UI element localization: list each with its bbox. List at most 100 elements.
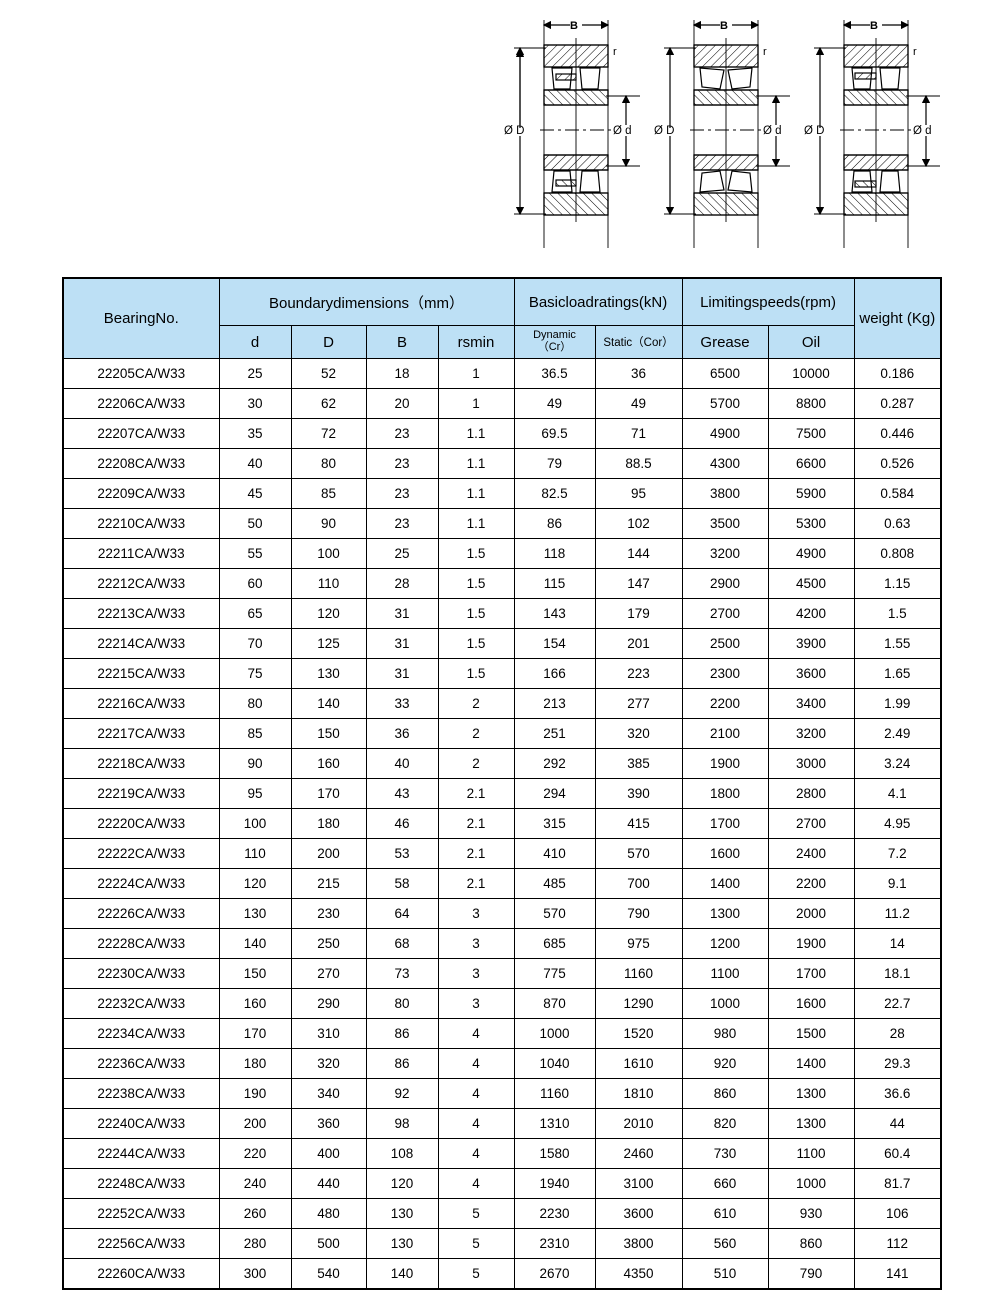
cell-dynamic_cr: 2230 <box>513 1198 596 1229</box>
dim-label-bore-diameter: Ø d <box>613 125 632 137</box>
cell-D: 500 <box>290 1228 367 1259</box>
header-limiting-speeds: Limitingspeeds(rpm) <box>681 277 855 326</box>
cell-D: 85 <box>290 478 367 509</box>
cell-rsmin: 5 <box>437 1228 515 1259</box>
cell-d: 220 <box>218 1138 292 1169</box>
cell-grease: 610 <box>681 1198 769 1229</box>
cell-bearing_no: 22236CA/W33 <box>62 1048 220 1079</box>
cell-weight: 29.3 <box>853 1048 942 1079</box>
table-row: 22217CA/W33 85 150 36 2 251 320 2100 3200 2.49 <box>62 718 942 749</box>
cell-static_cor: 1810 <box>594 1078 683 1109</box>
cell-dynamic_cr: 294 <box>513 778 596 809</box>
cell-d: 70 <box>218 628 292 659</box>
header-rsmin: rsmin <box>437 325 515 359</box>
cell-static_cor: 2460 <box>594 1138 683 1169</box>
cell-D: 320 <box>290 1048 367 1079</box>
cell-oil: 3000 <box>767 748 855 779</box>
cell-rsmin: 4 <box>437 1018 515 1049</box>
cell-bearing_no: 22207CA/W33 <box>62 418 220 449</box>
cell-static_cor: 36 <box>594 358 683 389</box>
cell-d: 170 <box>218 1018 292 1049</box>
cell-bearing_no: 22215CA/W33 <box>62 658 220 689</box>
header-bearing-no: BearingNo. <box>62 277 220 359</box>
cell-weight: 1.65 <box>853 658 942 689</box>
cell-grease: 1900 <box>681 748 769 779</box>
table-row: 22232CA/W33 160 290 80 3 870 1290 1000 1600 22.7 <box>62 988 942 1019</box>
table-row: 22214CA/W33 70 125 31 1.5 154 201 2500 3900 1.55 <box>62 628 942 659</box>
table-row: 22219CA/W33 95 170 43 2.1 294 390 1800 2800 4.1 <box>62 778 942 809</box>
cell-static_cor: 1160 <box>594 958 683 989</box>
cell-D: 100 <box>290 538 367 569</box>
cell-dynamic_cr: 870 <box>513 988 596 1019</box>
cell-oil: 790 <box>767 1258 855 1290</box>
cell-grease: 2500 <box>681 628 769 659</box>
cell-bearing_no: 22256CA/W33 <box>62 1228 220 1259</box>
cell-dynamic_cr: 69.5 <box>513 418 596 449</box>
cell-B: 68 <box>365 928 439 959</box>
header-dynamic-line2: （Cr） <box>537 341 572 353</box>
cell-bearing_no: 22228CA/W33 <box>62 928 220 959</box>
cell-rsmin: 1.5 <box>437 538 515 569</box>
cell-dynamic_cr: 118 <box>513 538 596 569</box>
cell-rsmin: 1.5 <box>437 598 515 629</box>
cell-B: 36 <box>365 718 439 749</box>
dim-label-r: r <box>613 46 617 58</box>
cell-dynamic_cr: 1040 <box>513 1048 596 1079</box>
cell-rsmin: 1.5 <box>437 658 515 689</box>
dim-label-outer-diameter: Ø D <box>504 125 524 137</box>
cell-D: 215 <box>290 868 367 899</box>
table-body: 22205CA/W33 25 52 18 1 36.5 36 6500 10000 0.186 22… <box>62 358 942 1290</box>
cell-bearing_no: 22224CA/W33 <box>62 868 220 899</box>
cell-rsmin: 2.1 <box>437 808 515 839</box>
cell-weight: 9.1 <box>853 868 942 899</box>
cell-bearing_no: 22211CA/W33 <box>62 538 220 569</box>
cell-oil: 6600 <box>767 448 855 479</box>
cell-weight: 1.15 <box>853 568 942 599</box>
cell-rsmin: 3 <box>437 958 515 989</box>
cell-grease: 5700 <box>681 388 769 419</box>
cell-B: 140 <box>365 1258 439 1290</box>
header-row-groups: BearingNo. Boundarydimensions（mm） Basicl… <box>62 277 942 359</box>
cell-bearing_no: 22213CA/W33 <box>62 598 220 629</box>
cell-weight: 4.95 <box>853 808 942 839</box>
cell-dynamic_cr: 86 <box>513 508 596 539</box>
cell-oil: 2000 <box>767 898 855 929</box>
bearing-figure-svg-3: B r Ø D Ø d <box>804 20 940 248</box>
cell-D: 90 <box>290 508 367 539</box>
cell-oil: 8800 <box>767 388 855 419</box>
cell-grease: 1400 <box>681 868 769 899</box>
cell-grease: 2300 <box>681 658 769 689</box>
cell-dynamic_cr: 143 <box>513 598 596 629</box>
cell-d: 45 <box>218 478 292 509</box>
cell-B: 28 <box>365 568 439 599</box>
cell-weight: 28 <box>853 1018 942 1049</box>
cell-d: 240 <box>218 1168 292 1199</box>
cell-static_cor: 415 <box>594 808 683 839</box>
cell-static_cor: 4350 <box>594 1258 683 1290</box>
cell-static_cor: 179 <box>594 598 683 629</box>
cell-oil: 4900 <box>767 538 855 569</box>
cell-dynamic_cr: 82.5 <box>513 478 596 509</box>
cell-rsmin: 2 <box>437 718 515 749</box>
table-row: 22228CA/W33 140 250 68 3 685 975 1200 1900 14 <box>62 928 942 959</box>
cell-grease: 1300 <box>681 898 769 929</box>
cell-weight: 4.1 <box>853 778 942 809</box>
cell-oil: 1100 <box>767 1138 855 1169</box>
bearing-diagram-1: B r Ø D Ø d <box>500 0 665 262</box>
cell-static_cor: 277 <box>594 688 683 719</box>
cell-oil: 930 <box>767 1198 855 1229</box>
cell-grease: 2200 <box>681 688 769 719</box>
header-oil: Oil <box>767 325 855 359</box>
cell-bearing_no: 22248CA/W33 <box>62 1168 220 1199</box>
cell-static_cor: 147 <box>594 568 683 599</box>
cell-static_cor: 570 <box>594 838 683 869</box>
cell-grease: 3800 <box>681 478 769 509</box>
table-header: BearingNo. Boundarydimensions（mm） Basicl… <box>62 277 942 359</box>
cell-B: 86 <box>365 1018 439 1049</box>
cell-bearing_no: 22222CA/W33 <box>62 838 220 869</box>
table-row: 22244CA/W33 220 400 108 4 1580 2460 730 1100 60.4 <box>62 1138 942 1169</box>
cell-oil: 1300 <box>767 1078 855 1109</box>
cell-bearing_no: 22260CA/W33 <box>62 1258 220 1290</box>
table-row: 22218CA/W33 90 160 40 2 292 385 1900 3000 3.24 <box>62 748 942 779</box>
bearing-figure-svg-1: B r Ø D Ø d <box>504 20 640 248</box>
